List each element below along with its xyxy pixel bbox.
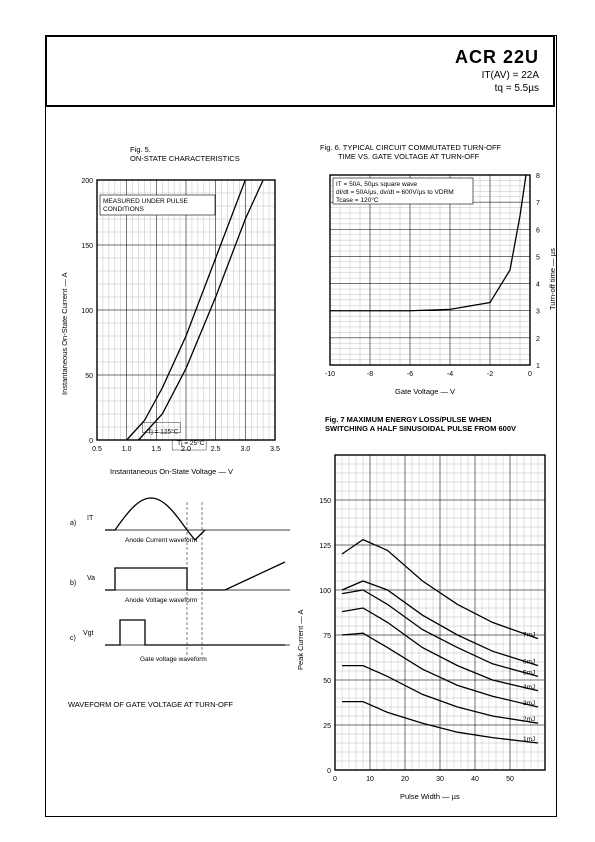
svg-text:0: 0 (89, 438, 93, 445)
svg-text:1: 1 (536, 363, 540, 370)
svg-text:50: 50 (323, 678, 331, 685)
svg-text:7mJ: 7mJ (523, 632, 535, 639)
svg-text:-4: -4 (447, 371, 453, 378)
svg-text:50: 50 (506, 776, 514, 783)
svg-text:8: 8 (536, 173, 540, 180)
svg-text:3mJ: 3mJ (523, 700, 535, 707)
svg-text:2.5: 2.5 (211, 446, 221, 453)
svg-text:CONDITIONS: CONDITIONS (103, 206, 144, 213)
svg-text:a): a) (70, 520, 76, 527)
fig7-title-1: Fig. 7 MAXIMUM ENERGY LOSS/PULSE WHEN (325, 415, 516, 424)
fig5-title-1: Fig. 5. (130, 145, 240, 154)
fig7-xlabel: Pulse Width — µs (400, 792, 460, 801)
fig6-title-1: Fig. 6. TYPICAL CIRCUIT COMMUTATED TURN-… (320, 143, 501, 152)
fig7-title-2: SWITCHING A HALF SINUSOIDAL PULSE FROM 6… (325, 424, 516, 433)
svg-text:5mJ: 5mJ (523, 669, 535, 676)
svg-text:Tj = 125°C: Tj = 125°C (147, 428, 178, 436)
svg-text:100: 100 (319, 588, 331, 595)
fig5-title: Fig. 5. ON-STATE CHARACTERISTICS (130, 145, 240, 163)
svg-text:150: 150 (319, 498, 331, 505)
fig7-chart: 0 10 20 30 40 50 0 25 50 75 100 125 150 7mJ 6mJ 5mJ 4mJ 3… (310, 445, 555, 790)
fig5-chart: 0.51.01.52.02.53.03.5050100150200MEASURE… (75, 170, 285, 465)
svg-text:-10: -10 (325, 371, 335, 378)
svg-text:10: 10 (366, 776, 374, 783)
svg-text:5: 5 (536, 254, 540, 261)
svg-text:6: 6 (536, 227, 540, 234)
svg-text:-2: -2 (487, 371, 493, 378)
svg-text:20: 20 (401, 776, 409, 783)
svg-text:MEASURED UNDER PULSE: MEASURED UNDER PULSE (103, 198, 189, 205)
svg-text:0: 0 (327, 768, 331, 775)
fig7-ylabel: Peak Current — A (296, 570, 305, 670)
svg-text:50: 50 (85, 373, 93, 380)
waveform-diagram: a) IT Anode Current waveform b) Va Anode Volt… (60, 490, 295, 690)
svg-text:Tj = 25°C: Tj = 25°C (177, 439, 205, 447)
svg-text:Tcase = 120°C: Tcase = 120°C (336, 196, 379, 204)
svg-text:Va: Va (87, 575, 95, 582)
svg-text:2: 2 (536, 336, 540, 343)
fig6-title: Fig. 6. TYPICAL CIRCUIT COMMUTATED TURN-… (320, 143, 501, 161)
svg-text:IT = 50A, 50µs square wave: IT = 50A, 50µs square wave (336, 181, 418, 188)
svg-text:Vgt: Vgt (83, 630, 94, 637)
svg-text:7: 7 (536, 200, 540, 207)
svg-text:75: 75 (323, 633, 331, 640)
svg-text:100: 100 (81, 308, 93, 315)
svg-text:1.0: 1.0 (122, 446, 132, 453)
fig6-xlabel: Gate Voltage — V (395, 387, 455, 396)
svg-text:25: 25 (323, 723, 331, 730)
svg-text:0: 0 (528, 371, 532, 378)
svg-text:4mJ: 4mJ (523, 684, 535, 691)
svg-text:Anode Voltage waveform: Anode Voltage waveform (125, 597, 197, 604)
fig5-ylabel: Instantaneous On-State Current — A (60, 235, 69, 395)
waveform-footer: WAVEFORM OF GATE VOLTAGE AT TURN-OFF (68, 700, 233, 709)
svg-text:200: 200 (81, 178, 93, 185)
svg-text:150: 150 (81, 243, 93, 250)
part-number: ACR 22U (455, 47, 539, 68)
svg-text:1mJ: 1mJ (523, 736, 535, 743)
svg-text:-8: -8 (367, 371, 373, 378)
fig7-title: Fig. 7 MAXIMUM ENERGY LOSS/PULSE WHEN SW… (325, 415, 516, 433)
svg-text:30: 30 (436, 776, 444, 783)
svg-text:125: 125 (319, 543, 331, 550)
fig6-ylabel: Turn-off time — µs (548, 210, 557, 310)
svg-text:IT: IT (87, 515, 94, 522)
header-text: ACR 22U IT(AV) = 22A tq = 5.5µs (455, 47, 539, 94)
fig6-chart: -10 -8 -6 -4 -2 01 2 3 4 5 6 7 8 IT = 50A, 50µs squar… (315, 165, 560, 390)
svg-text:6mJ: 6mJ (523, 659, 535, 666)
svg-text:3: 3 (536, 309, 540, 316)
svg-text:-6: -6 (407, 371, 413, 378)
svg-text:Anode Current waveform: Anode Current waveform (125, 537, 197, 544)
spec-2: tq = 5.5µs (455, 83, 539, 94)
svg-text:2mJ: 2mJ (523, 716, 535, 723)
svg-text:1.5: 1.5 (151, 446, 161, 453)
svg-text:3.0: 3.0 (240, 446, 250, 453)
svg-text:3.5: 3.5 (270, 446, 280, 453)
fig5-xlabel: Instantaneous On-State Voltage — V (110, 467, 233, 476)
svg-text:c): c) (70, 635, 76, 642)
svg-text:0.5: 0.5 (92, 446, 102, 453)
fig6-title-2: TIME VS. GATE VOLTAGE AT TURN-OFF (320, 152, 501, 161)
svg-text:0: 0 (333, 776, 337, 783)
fig5-title-2: ON-STATE CHARACTERISTICS (130, 154, 240, 163)
svg-text:dI/dt = 50A/µs, dv/dt = 600V/µ: dI/dt = 50A/µs, dv/dt = 600V/µs to VDRM (336, 189, 454, 196)
header-box: ACR 22U IT(AV) = 22A tq = 5.5µs (45, 35, 555, 107)
svg-text:4: 4 (536, 282, 540, 289)
spec-1: IT(AV) = 22A (455, 70, 539, 81)
svg-text:b): b) (70, 580, 76, 587)
svg-text:40: 40 (471, 776, 479, 783)
svg-text:Gate voltage waveform: Gate voltage waveform (140, 656, 207, 663)
